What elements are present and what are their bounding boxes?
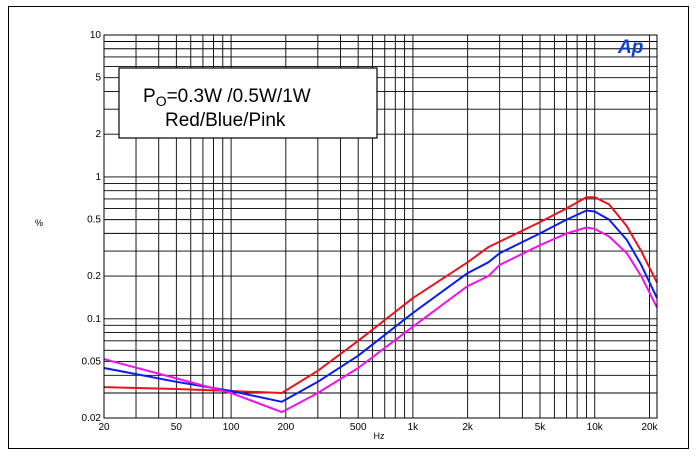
x-tick-label: 20	[98, 422, 110, 433]
y-tick-label: 2	[95, 129, 101, 140]
y-tick-label: 1	[95, 172, 101, 183]
chart-frame: 20 50 100 200 500 1k 2k 5k 10k 20k 0.02 0.05 0.1 0.2 0…	[8, 6, 689, 449]
legend-line1-sub: O	[156, 93, 167, 109]
plot-border	[103, 34, 658, 419]
x-tick-label: 50	[171, 422, 183, 433]
x-tick-label: 20k	[641, 422, 658, 433]
y-axis-label: %	[35, 218, 43, 228]
legend-line2: Red/Blue/Pink	[165, 110, 286, 131]
x-tick-label: 5k	[535, 422, 547, 433]
chart-svg: 20 50 100 200 500 1k 2k 5k 10k 20k 0.02 0.05 0.1 0.2 0…	[35, 30, 659, 441]
series-layer	[103, 196, 658, 414]
x-axis-label: Hz	[374, 431, 385, 441]
y-tick-label: 5	[95, 73, 101, 84]
y-tick-label: 0.5	[87, 215, 101, 226]
x-tick-label: 1k	[408, 422, 420, 433]
legend-line1-rest: =0.3W /0.5W/1W	[167, 86, 311, 107]
x-tick-label: 200	[277, 422, 294, 433]
legend-line1-main: P	[143, 86, 156, 107]
x-tick-label: 500	[350, 422, 367, 433]
y-tick-label: 10	[90, 30, 102, 41]
tick-labels: 20 50 100 200 500 1k 2k 5k 10k 20k 0.02 0.05 0.1 0.2 0…	[82, 30, 659, 433]
ap-logo: Ap	[617, 37, 643, 58]
y-tick-label: 0.1	[87, 314, 101, 325]
y-tick-label: 0.2	[87, 271, 101, 282]
series-line-2	[103, 209, 658, 403]
y-tick-label: 0.02	[82, 413, 102, 424]
x-tick-label: 2k	[462, 422, 474, 433]
legend-box: PO=0.3W /0.5W/1W Red/Blue/Pink	[118, 67, 378, 139]
series-line-3	[103, 226, 658, 414]
y-tick-label: 0.05	[82, 357, 102, 368]
x-tick-label: 10k	[587, 422, 604, 433]
svg-text:PO=0.3W /0.5W/1W: PO=0.3W /0.5W/1W	[143, 86, 311, 109]
x-tick-label: 100	[223, 422, 240, 433]
series-line-1	[103, 196, 658, 394]
